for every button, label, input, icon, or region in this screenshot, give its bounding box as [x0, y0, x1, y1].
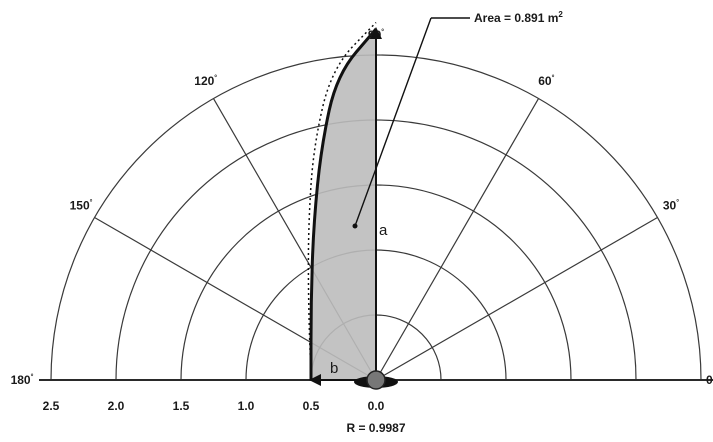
radial-tick-label: 2.5	[43, 399, 60, 413]
angle-label-180: 180°	[11, 373, 34, 387]
radial-tick-label: 0.5	[303, 399, 320, 413]
point-a-label: a	[379, 222, 388, 239]
radial-tick-label: 1.5	[173, 399, 190, 413]
point-b-label: b	[330, 360, 338, 377]
shaded-area	[311, 29, 376, 380]
area-fill	[311, 29, 376, 380]
area-leader-line	[352, 17, 470, 229]
origin-circle	[366, 370, 386, 390]
r-annotation: R = 0.9987	[346, 421, 405, 435]
polar-spoke-30	[375, 216, 658, 381]
series-line-solid	[309, 28, 378, 380]
polar-spoke-60	[375, 98, 540, 381]
area-annotation: Area = 0.891 m2	[474, 10, 563, 25]
angle-label-30: 30°	[663, 199, 679, 213]
radial-tick-label: 1.0	[238, 399, 255, 413]
radial-tick-label: 2.0	[108, 399, 125, 413]
angle-label-120: 120°	[194, 74, 217, 88]
series-lines	[307, 21, 378, 381]
radial-tick-label: 0.0	[368, 399, 385, 413]
axis-arrows	[309, 27, 398, 390]
angle-label-60: 60°	[538, 74, 554, 88]
leader-diagonal	[354, 17, 432, 227]
angle-label-0: 0°	[706, 373, 713, 387]
leader-dot	[352, 223, 358, 229]
angle-label-150: 150°	[70, 199, 93, 213]
